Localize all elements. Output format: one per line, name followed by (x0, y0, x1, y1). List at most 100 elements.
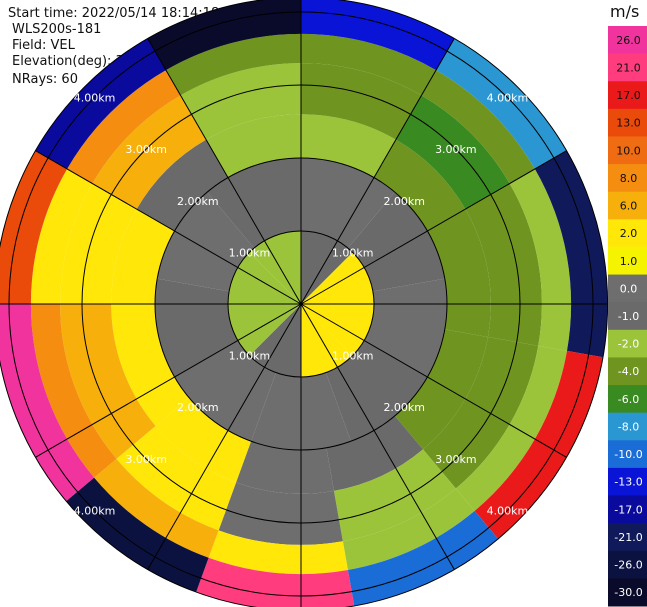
velocity-sector-b4-s5 (208, 530, 348, 575)
colorbar-tick-8: 1.0 (620, 255, 638, 268)
range-label-2km-q3: 2.00km (383, 401, 425, 414)
colorbar-tick-7: 2.0 (620, 227, 638, 240)
velocity-sector-b0-s0 (301, 231, 353, 304)
range-label-3km-q2: 3.00km (125, 453, 167, 466)
colorbar-cell-19 (608, 550, 647, 579)
colorbar-tick-12: -4.0 (618, 365, 639, 378)
colorbar-cell-18 (608, 523, 647, 552)
colorbar-tick-14: -8.0 (618, 420, 639, 433)
velocity-sector-b5-s3 (474, 350, 603, 539)
colorbar-cell-1 (608, 53, 647, 82)
velocity-sector-b2-s5 (236, 441, 334, 494)
range-label-4km-q3: 4.00km (487, 504, 529, 517)
velocity-sector-b5-s1 (436, 38, 567, 169)
range-label-3km-q0: 3.00km (125, 143, 167, 156)
velocity-sector-b4-s0 (301, 33, 437, 96)
colorbar-tick-20: -30.0 (614, 586, 642, 599)
colorbar-tick-2: 17.0 (616, 89, 641, 102)
velocity-sector-b1-s0 (301, 158, 395, 249)
velocity-sector-b5-s10 (147, 0, 301, 71)
velocity-sector-b2-s1 (374, 139, 466, 231)
velocity-sector-b5-s8 (0, 150, 68, 304)
start-time: Start time: 2022/05/14 18:14:18 (8, 6, 220, 21)
colorbar-tick-13: -6.0 (618, 393, 639, 406)
velocity-sector-b4-s3 (455, 345, 567, 511)
colorbar-cell-8 (608, 246, 647, 276)
velocity-sector-b2-s8 (111, 209, 175, 304)
azimuth-spoke-330 (147, 38, 302, 305)
velocity-sector-b0-s2 (301, 304, 374, 356)
range-label-1km-q1: 1.00km (332, 246, 374, 259)
colorbar-cell-4 (608, 136, 647, 165)
velocity-sector-b2-s2 (427, 209, 491, 337)
colorbar-cell-15 (608, 440, 647, 469)
colorbar-cell-5 (608, 164, 647, 193)
velocity-sector-b0-s1 (301, 252, 374, 304)
velocity-sector-b2-s7 (111, 304, 190, 427)
colorbar-tick-1: 21.0 (616, 61, 641, 74)
velocity-sector-b3-s3 (423, 336, 539, 489)
colorbar-cell-10 (608, 302, 647, 331)
range-label-3km-q1: 3.00km (435, 143, 477, 156)
azimuth-spoke-210 (147, 303, 302, 570)
velocity-sector-b4-s6 (94, 458, 219, 558)
range-label-4km-q1: 4.00km (487, 92, 529, 105)
colorbar-cell-14 (608, 412, 647, 441)
velocity-sector-b0-s4 (249, 304, 301, 377)
range-label-4km-q2: 4.00km (74, 504, 116, 517)
colorbar-cell-11 (608, 329, 647, 358)
velocity-sector-b4-s9 (67, 70, 181, 184)
velocity-sector-b4-s2 (509, 168, 572, 351)
range-label-2km-q0: 2.00km (177, 195, 219, 208)
velocity-sector-b0-s3 (301, 304, 353, 377)
range-label-2km-q1: 2.00km (383, 195, 425, 208)
colorbar: m/s 26.0 21.0 17.0 13.0 10.0 8.0 6.0 2.0 1.0 0.0 -… (608, 2, 647, 607)
velocity-sector-b3-s10 (180, 63, 301, 140)
colorbar-tick-11: -2.0 (618, 338, 639, 351)
colorbar-cell-17 (608, 495, 647, 524)
colorbar-cell-13 (608, 385, 647, 414)
velocity-sector-b4-s1 (421, 70, 535, 184)
colorbar-cell-3 (608, 108, 647, 137)
velocity-sector-b3-s0 (301, 63, 422, 140)
azimuth-spoke-300 (35, 150, 302, 305)
velocity-sector-b1-s8 (207, 158, 301, 249)
velocity-sector-b2-s9 (136, 139, 228, 231)
velocity-sector-b2-s4 (326, 415, 424, 491)
field-name: Field: VEL (12, 38, 75, 53)
colorbar-tick-18: -21.0 (614, 531, 642, 544)
velocity-sector-b2-s10 (206, 114, 301, 178)
velocity-sector-b5-s6 (66, 477, 209, 593)
nrays-readout: NRays: 60 (12, 72, 78, 87)
range-label-4km-q0: 4.00km (74, 92, 116, 105)
colorbar-tick-9: 0.0 (620, 282, 638, 295)
velocity-sector-b1-s5 (174, 340, 277, 442)
colorbar-cell-9 (608, 274, 647, 303)
range-label-1km-q0: 1.00km (229, 246, 271, 259)
colorbar-tick-15: -10.0 (614, 448, 642, 461)
colorbar-cell-12 (608, 357, 647, 386)
velocity-sector-b0-s5 (228, 304, 301, 356)
velocity-sector-b4-s4 (342, 488, 475, 570)
colorbar-tick-10: -1.0 (618, 310, 639, 323)
velocity-sector-b2-s6 (155, 397, 252, 483)
velocity-sector-b3-s6 (116, 426, 237, 531)
velocity-sector-b2-s3 (394, 329, 488, 450)
colorbar-cell-2 (608, 81, 647, 110)
colorbar-cell-16 (608, 467, 647, 497)
velocity-sector-b0-s6 (228, 252, 301, 304)
velocity-sector-b5-s7 (0, 304, 95, 502)
azimuth-spokes (0, 0, 608, 607)
range-label-1km-q2: 1.00km (229, 350, 271, 363)
colorbar-cell-6 (608, 191, 647, 220)
colorbar-tick-16: -13.0 (614, 476, 642, 489)
velocity-sector-b5-s2 (534, 150, 608, 358)
range-label-3km-q3: 3.00km (435, 453, 477, 466)
colorbar-unit-label: m/s (610, 2, 639, 21)
velocity-sector-b3-s9 (92, 95, 207, 210)
azimuth-spoke-120 (300, 303, 567, 458)
velocity-sectors (0, 0, 608, 607)
device-name: WLS200s-181 (12, 22, 102, 37)
colorbar-cell-7 (608, 219, 647, 248)
